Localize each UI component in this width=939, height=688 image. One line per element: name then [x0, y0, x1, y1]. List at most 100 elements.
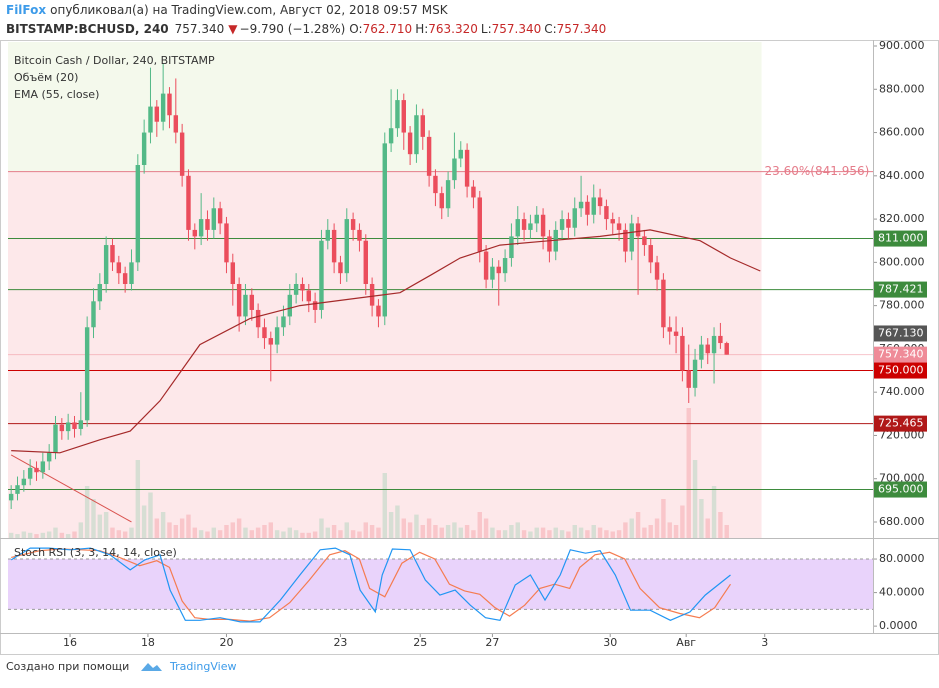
volume-bar [110, 527, 115, 538]
candle-body [198, 219, 204, 237]
volume-bar [458, 527, 463, 538]
volume-bar [167, 522, 172, 538]
stoch-k-line [10, 547, 731, 623]
volume-bar [509, 525, 514, 538]
candle-body [395, 100, 400, 129]
candle-body [167, 93, 172, 116]
volume-bar [27, 532, 33, 538]
candle-body [331, 229, 337, 263]
x-tick-label: 25 [413, 636, 427, 649]
candle-body [72, 422, 77, 429]
candle-body [502, 258, 508, 274]
volume-bar [559, 530, 565, 538]
volume-bar [59, 532, 65, 538]
y-tick-label: 880.000 [879, 82, 925, 95]
candle-body [179, 132, 185, 176]
candle-body [293, 283, 299, 295]
plots: 23.60%(841.956) 680.000 700.000 720.000 740.… [8, 39, 927, 649]
candle-body [40, 461, 46, 473]
volume-bar [578, 527, 584, 538]
candle-body [306, 290, 312, 302]
volume-bar [369, 525, 375, 538]
volume-bar [629, 518, 634, 538]
level-label: 811.000 [878, 232, 924, 245]
candle-body [585, 201, 590, 215]
candle-body [521, 219, 527, 230]
stoch-y-tick-label: 80.0000 [879, 552, 925, 565]
volume-bar [186, 514, 191, 538]
legend-symbol: Bitcoin Cash / Dollar, 240, BITSTAMP [14, 54, 215, 67]
x-tick-label: Авг [676, 636, 696, 649]
volume-bar [129, 527, 134, 538]
level-badge [874, 325, 927, 342]
volume-bar [553, 527, 558, 538]
candle-body [445, 180, 451, 209]
candle-body [249, 294, 255, 310]
volume-bar [401, 518, 406, 538]
volume-bar [471, 530, 476, 538]
volume-bar [445, 525, 451, 538]
volume-bar [205, 531, 210, 538]
candle-body [268, 338, 274, 345]
volume-bar [224, 525, 229, 538]
candle-body [635, 223, 641, 237]
candle-body [597, 197, 603, 207]
candle-body [287, 294, 293, 317]
footer-text: Создано при помощи [6, 660, 129, 673]
volume-bar [103, 512, 109, 538]
tv-logo[interactable] [141, 663, 162, 671]
candle-body [344, 219, 349, 274]
volume-bar [281, 531, 286, 538]
footer-brand[interactable]: TradingView [169, 660, 236, 673]
level-label: 750.000 [878, 364, 924, 377]
volume-bar [490, 527, 495, 538]
volume-bar [376, 527, 381, 538]
x-tick-label: 27 [485, 636, 499, 649]
volume-bar [154, 518, 160, 538]
volume-bar [8, 532, 14, 538]
candle-body [699, 344, 704, 360]
candle-body [46, 452, 52, 462]
level-label: 757.340 [878, 348, 924, 361]
volume-bar [243, 527, 248, 538]
volume-bar [705, 518, 710, 538]
volume-bar [680, 505, 685, 538]
candle-body [629, 223, 634, 252]
volume-bar [65, 534, 71, 538]
author[interactable]: FilFox [6, 3, 46, 17]
candle-body [369, 283, 375, 306]
volume-bar [84, 486, 90, 538]
level-badge [874, 230, 927, 247]
volume-bar [34, 534, 39, 538]
candle-body [300, 283, 305, 291]
x-tick-label: 18 [141, 636, 155, 649]
volume-bar [528, 531, 533, 538]
candle-body [53, 424, 58, 453]
candle-body [661, 279, 666, 328]
volume-bar [502, 530, 508, 538]
candle-body [205, 219, 210, 230]
stoch-y-tick-label: 40.0000 [879, 586, 925, 599]
candle-body [547, 236, 552, 252]
candle-body [192, 229, 198, 237]
candle-body [78, 420, 84, 429]
level-badge [874, 362, 927, 379]
candle-body [363, 240, 368, 284]
volume-bar [648, 525, 653, 538]
volume-bar [40, 532, 46, 538]
candle-body [59, 424, 65, 432]
candle-body [262, 327, 267, 339]
change: −9.790 (−1.28%) [240, 22, 346, 36]
legend-volume: Объём (20) [14, 71, 78, 84]
volume-bar [667, 522, 672, 538]
candle-body [376, 305, 381, 317]
main-panel [8, 42, 873, 538]
candle-body [642, 236, 647, 246]
volume-bar [718, 512, 723, 538]
volume-bar [452, 522, 457, 538]
volume-bar [192, 527, 198, 538]
candle-body [458, 149, 463, 159]
candle-body [540, 214, 546, 237]
volume-bar [363, 522, 368, 538]
